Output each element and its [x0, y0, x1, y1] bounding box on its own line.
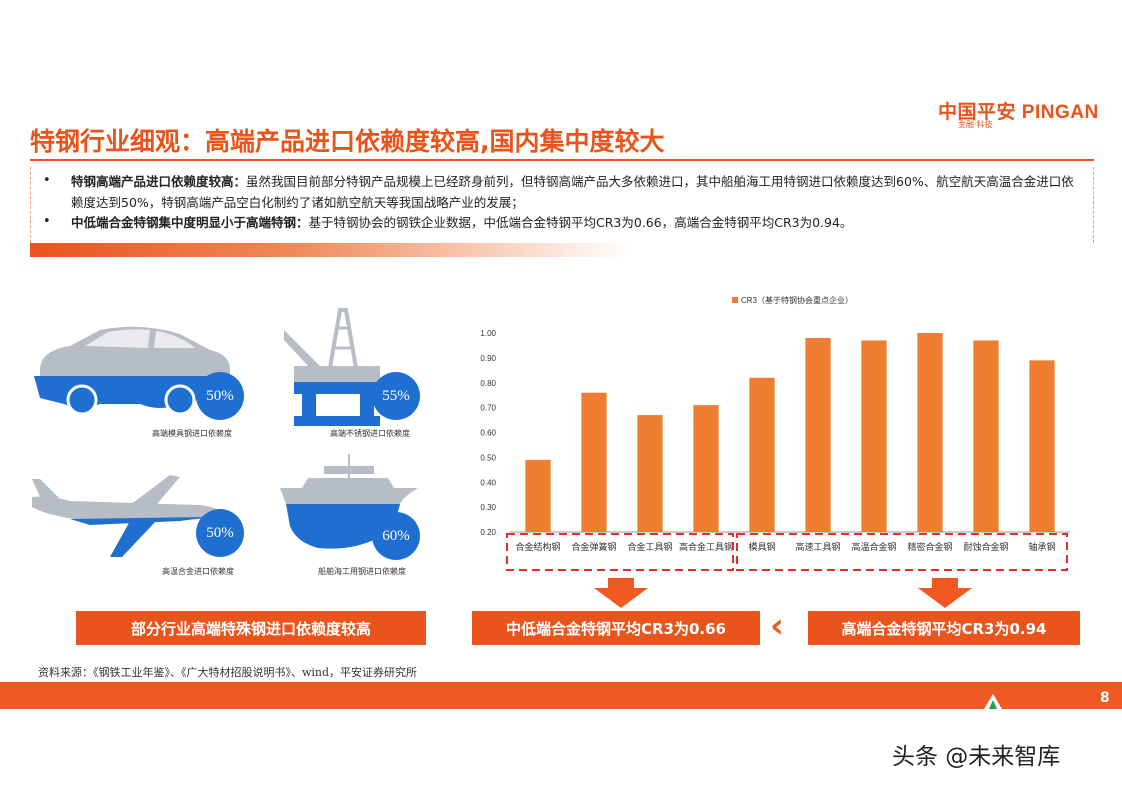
legend-swatch [732, 297, 738, 303]
percent-badge: 55% [372, 372, 420, 420]
callout-low-end-cr3: 中低端合金特钢平均CR3为0.66 [472, 611, 760, 645]
source-note: 资料来源：《钢铁工业年鉴》、《广大特材招股说明书》、wind，平安证券研究所 [38, 666, 418, 679]
high-end-group-box [736, 533, 1068, 571]
y-tick-label: 0.80 [480, 379, 496, 388]
y-tick-label: 0.90 [480, 354, 496, 363]
bar [637, 415, 663, 532]
bullet-item-2: 中低端合金特钢集中度明显小于高端特钢：基于特钢协会的钢铁企业数据，中低端合金特钢… [71, 212, 1081, 233]
bar [917, 333, 943, 532]
chevron-left-icon: ‹ [770, 606, 785, 646]
company-logo: 中国平安 PINGAN [938, 102, 1099, 123]
ship-icon [280, 454, 418, 549]
logo-tagline: 金融·科技 [958, 120, 993, 129]
y-tick-label: 0.30 [480, 503, 496, 512]
bullet-dot: • [43, 214, 51, 229]
bar [861, 340, 887, 532]
title-divider [30, 159, 1094, 161]
x-category-label: 合金弹簧钢 [571, 541, 616, 553]
x-category-label: 高温合金钢 [851, 541, 896, 553]
y-tick-label: 0.20 [480, 528, 496, 537]
page-title: 特钢行业细观：高端产品进口依赖度较高,国内集中度较大 [30, 127, 665, 156]
rig-label: 高端不锈钢进口依赖度 [330, 429, 410, 438]
callout-high-end-cr3: 高端合金特钢平均CR3为0.94 [808, 611, 1080, 645]
bar [805, 337, 831, 532]
bullet-2-text: 基于特钢协会的钢铁企业数据，中低端合金特钢平均CR3为0.66，高端合金特钢平均… [308, 215, 853, 230]
bullet-item-1: 特钢高端产品进口依赖度较高：虽然我国目前部分特钢产品规模上已经跻身前列，但特钢高… [71, 171, 1081, 213]
bar [525, 459, 551, 532]
y-tick-label: 0.70 [480, 404, 496, 413]
bullet-2-heading: 中低端合金特钢集中度明显小于高端特钢： [71, 215, 309, 230]
x-category-label: 轴承钢 [1028, 541, 1055, 553]
down-arrow-right [918, 578, 972, 608]
x-category-label: 合金结构钢 [515, 541, 560, 553]
x-category-label: 合金工具钢 [627, 541, 672, 553]
airplane-label: 高温合金进口依赖度 [162, 567, 234, 576]
car-panel: 50% [30, 320, 244, 440]
bar [693, 405, 719, 532]
oil-rig-icon [284, 308, 380, 426]
percent-badge: 60% [372, 512, 420, 560]
callout-import-dependency: 部分行业高端特殊钢进口依赖度较高 [76, 611, 426, 645]
x-category-label: 高合金工具钢 [679, 541, 733, 553]
bar [581, 392, 607, 532]
cr3-bar-chart: CR3（基于特钢协会重点企业） 0.20 0.30 0.40 0.50 0.60 0.70 0… [480, 295, 1070, 571]
y-tick-label: 0.40 [480, 478, 496, 487]
footer-logo-icon [984, 694, 1002, 709]
y-tick-label: 0.50 [480, 453, 496, 462]
percent-badge: 50% [196, 372, 244, 420]
x-category-label: 模具钢 [748, 541, 775, 553]
bar [1029, 360, 1055, 532]
page-number: 8 [1100, 690, 1110, 706]
rig-panel: 55% [280, 308, 430, 440]
car-icon [34, 326, 234, 416]
y-tick-label: 1.00 [480, 329, 496, 338]
down-arrow-left [594, 578, 648, 608]
summary-box: • 特钢高端产品进口依赖度较高：虽然我国目前部分特钢产品规模上已经跻身前列，但特… [30, 167, 1094, 243]
bullet-dot: • [43, 173, 51, 188]
bullet-1-heading: 特钢高端产品进口依赖度较高： [71, 174, 247, 189]
x-category-label: 高速工具钢 [795, 541, 840, 553]
bullet-1-text: 虽然我国目前部分特钢产品规模上已经跻身前列，但特钢高端产品大多依赖进口，其中船舶… [71, 174, 1074, 210]
accent-gradient-bar [30, 243, 630, 257]
watermark: 头条 @未来智库 [892, 744, 1061, 770]
bar [749, 377, 775, 532]
x-category-label: 耐蚀合金钢 [963, 541, 1008, 553]
ship-panel: 60% [278, 452, 438, 568]
bar [973, 340, 999, 532]
ship-label: 船舶海工用钢进口依赖度 [318, 567, 406, 576]
car-label: 高端模具钢进口依赖度 [152, 429, 232, 438]
airplane-panel: 50% [30, 465, 250, 565]
footer-bar [0, 682, 1122, 709]
y-tick-label: 0.60 [480, 429, 496, 438]
x-category-label: 精密合金钢 [907, 541, 952, 553]
legend-label: CR3（基于特钢协会重点企业） [741, 295, 853, 305]
percent-badge: 50% [196, 509, 244, 557]
airplane-icon [32, 475, 224, 557]
